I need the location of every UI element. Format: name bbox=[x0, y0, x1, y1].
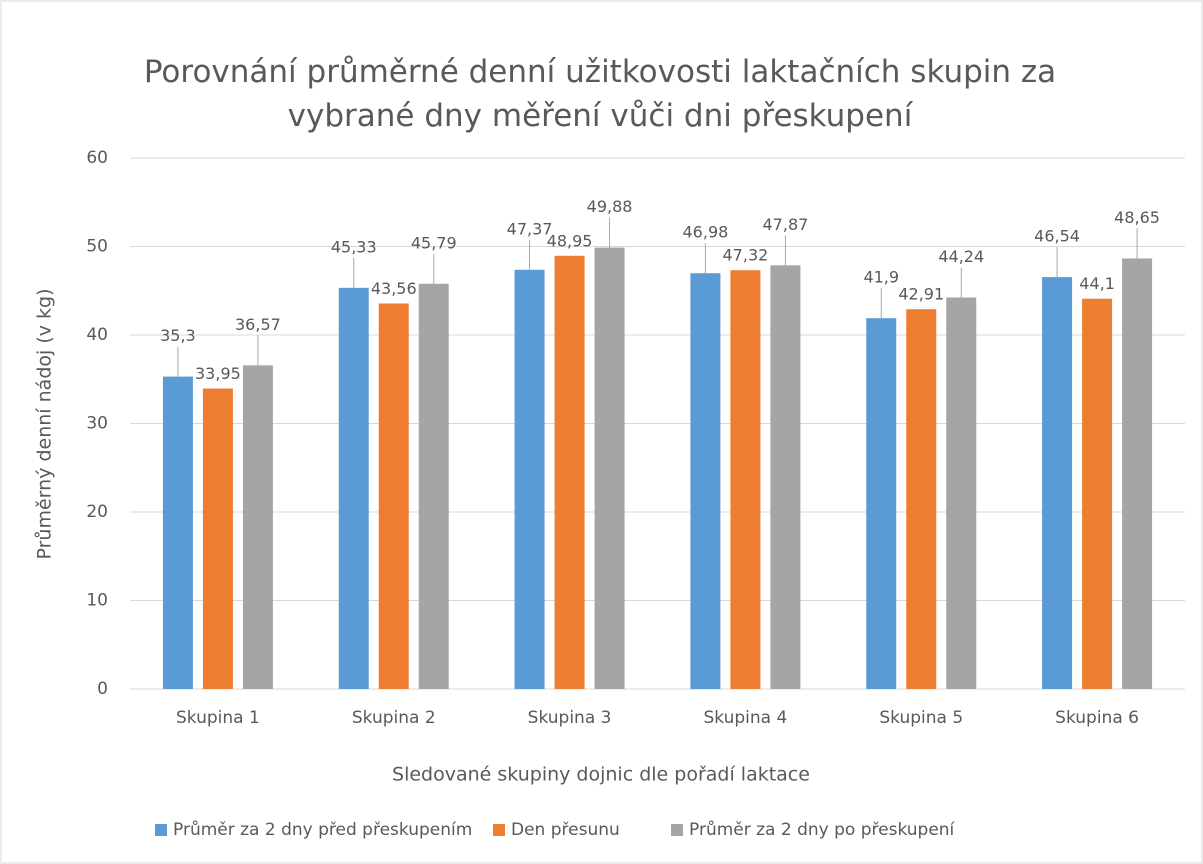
legend-swatch bbox=[493, 824, 505, 836]
bar bbox=[906, 309, 937, 689]
data-label: 33,95 bbox=[195, 364, 241, 383]
bar bbox=[1082, 298, 1113, 689]
legend-swatch bbox=[671, 824, 683, 836]
bar bbox=[378, 303, 409, 689]
x-tick-label: Skupina 5 bbox=[879, 708, 963, 728]
y-tick-label: 60 bbox=[86, 148, 108, 168]
y-tick-label: 30 bbox=[86, 414, 108, 434]
bar bbox=[594, 247, 625, 689]
data-label: 44,1 bbox=[1079, 274, 1115, 293]
data-label: 45,33 bbox=[331, 237, 377, 256]
bar bbox=[690, 273, 721, 689]
bar bbox=[770, 265, 801, 689]
bar bbox=[418, 283, 449, 689]
data-label: 43,56 bbox=[371, 279, 417, 298]
bar bbox=[162, 376, 193, 689]
y-tick-label: 50 bbox=[86, 237, 108, 257]
data-label: 46,54 bbox=[1034, 227, 1080, 246]
bar bbox=[866, 318, 897, 689]
data-label: 44,24 bbox=[938, 247, 984, 266]
bar bbox=[338, 287, 369, 689]
y-tick-label: 10 bbox=[86, 591, 108, 611]
data-label: 47,87 bbox=[763, 215, 809, 234]
bar bbox=[1042, 277, 1073, 689]
bar bbox=[202, 388, 233, 689]
chart-title: Porovnání průměrné denní užitkovosti lak… bbox=[143, 54, 1057, 134]
data-label: 42,91 bbox=[898, 285, 944, 304]
data-label: 41,9 bbox=[863, 268, 899, 287]
x-tick-label: Skupina 4 bbox=[704, 708, 788, 728]
data-label: 36,57 bbox=[235, 315, 281, 334]
data-label: 48,65 bbox=[1114, 208, 1160, 227]
x-tick-label: Skupina 6 bbox=[1055, 708, 1139, 728]
data-label: 35,3 bbox=[160, 326, 196, 345]
bar bbox=[514, 269, 545, 689]
bar bbox=[554, 255, 585, 690]
legend-label: Den přesunu bbox=[511, 820, 620, 840]
data-label: 49,88 bbox=[587, 197, 633, 216]
y-axis-label: Průměrný denní nádoj (v kg) bbox=[34, 289, 56, 560]
bar bbox=[1122, 258, 1153, 689]
x-tick-label: Skupina 1 bbox=[176, 708, 260, 728]
data-label: 45,79 bbox=[411, 233, 457, 252]
y-tick-label: 20 bbox=[86, 502, 108, 522]
data-label: 48,95 bbox=[547, 231, 593, 250]
data-label: 46,98 bbox=[683, 223, 729, 242]
y-tick-label: 40 bbox=[86, 325, 108, 345]
x-tick-label: Skupina 3 bbox=[528, 708, 612, 728]
data-label: 47,32 bbox=[723, 246, 769, 265]
legend-label: Průměr za 2 dny před přeskupením bbox=[173, 820, 472, 840]
legend-swatch bbox=[155, 824, 167, 836]
bar bbox=[946, 297, 977, 689]
x-tick-label: Skupina 2 bbox=[352, 708, 436, 728]
y-tick-label: 0 bbox=[97, 679, 108, 699]
data-label: 47,37 bbox=[507, 219, 553, 238]
bar bbox=[242, 365, 273, 689]
x-axis-label: Sledované skupiny dojnic dle pořadí lakt… bbox=[392, 764, 810, 786]
legend-label: Průměr za 2 dny po přeskupení bbox=[689, 820, 956, 840]
bar bbox=[730, 270, 761, 689]
